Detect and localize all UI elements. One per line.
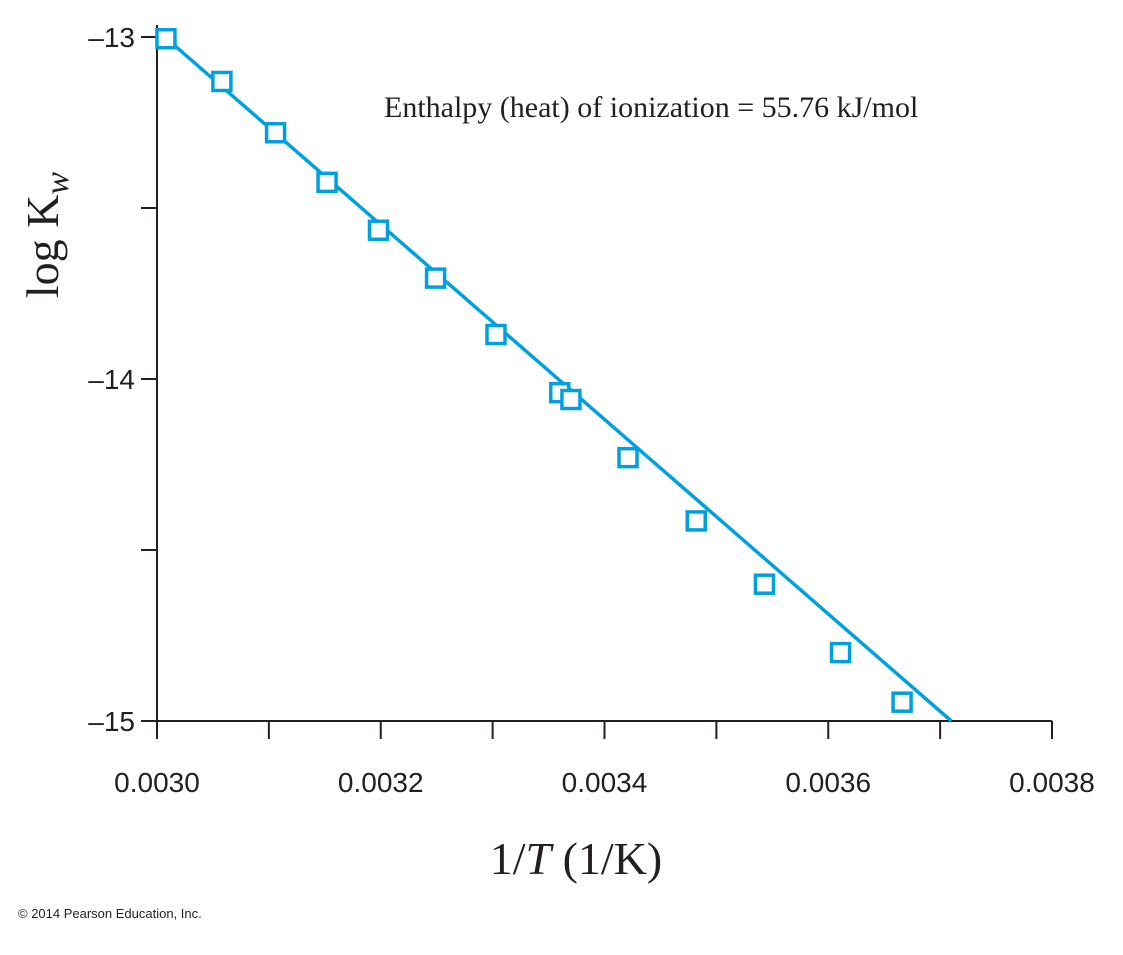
data-point: [891, 691, 913, 713]
data-points: [155, 27, 913, 713]
axes: 0.0030 0.0032 0.0034 0.0036 0.0038 –13 –14 –15: [88, 22, 1095, 798]
x-tick-label: 0.0030: [114, 767, 200, 798]
data-point: [316, 171, 338, 194]
y-axis-label-sub: w: [39, 172, 76, 195]
y-tick-label: –13: [88, 22, 135, 53]
data-point: [155, 27, 177, 50]
fit-line: [155, 28, 953, 723]
copyright: © 2014 Pearson Education, Inc.: [18, 906, 202, 921]
y-axis-label-main: log K: [17, 195, 68, 299]
data-point: [753, 573, 776, 595]
data-point: [264, 122, 287, 144]
data-point: [211, 70, 233, 93]
x-axis-label-var: T: [526, 833, 555, 884]
y-axis-label: log Kw: [17, 172, 76, 299]
x-tick-label: 0.0036: [785, 767, 871, 798]
data-point: [685, 510, 707, 532]
data-point: [424, 267, 447, 289]
x-axis-label: 1/T (1/K): [490, 833, 663, 884]
data-point: [485, 323, 507, 346]
annotation: Enthalpy (heat) of ionization = 55.76 kJ…: [384, 91, 918, 124]
data-point: [829, 641, 852, 664]
data-point: [560, 388, 582, 411]
data-point: [617, 446, 639, 469]
data-point: [367, 219, 390, 241]
x-tick-label: 0.0032: [338, 767, 424, 798]
x-axis-label-unit: (1/K): [551, 833, 662, 884]
y-tick-label: –14: [88, 364, 135, 395]
x-tick-label: 0.0034: [562, 767, 648, 798]
x-axis-label-num: 1/: [490, 833, 526, 884]
y-tick-label: –15: [88, 706, 135, 737]
x-tick-label: 0.0038: [1009, 767, 1095, 798]
fit-line-group: [155, 28, 953, 723]
